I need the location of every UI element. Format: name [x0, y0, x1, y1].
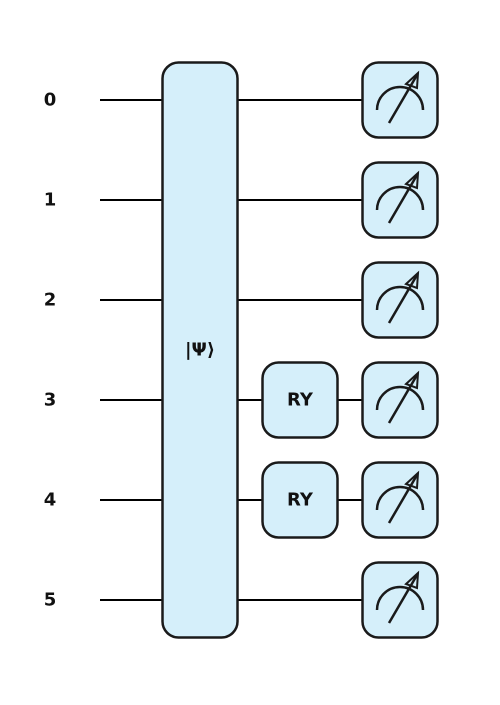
gate-box	[261, 361, 339, 439]
wires-layer	[100, 99, 400, 601]
qubit-label-3: 3	[44, 390, 57, 411]
measure-box	[361, 61, 439, 139]
ry-gate-q3: RY	[261, 361, 339, 439]
measure-gate-q4	[361, 461, 439, 539]
gates-layer: |Ψ⟩ RY RY	[161, 61, 439, 639]
measure-gate-q3	[361, 361, 439, 439]
measure-gate-q5	[361, 561, 439, 639]
measure-box	[361, 561, 439, 639]
gate-label: RY	[287, 490, 314, 511]
meter-icon	[375, 570, 425, 624]
qubit-label-2: 2	[44, 290, 57, 311]
state-prep-box	[161, 61, 239, 639]
labels-layer: 0 1 2 3 4 5	[44, 90, 57, 611]
meter-icon	[375, 70, 425, 124]
qubit-label-0: 0	[44, 90, 57, 111]
measure-gate-q2	[361, 261, 439, 339]
meter-icon	[375, 470, 425, 524]
qubit-label-4: 4	[44, 490, 57, 511]
state-prep-gate: |Ψ⟩	[161, 61, 239, 639]
measure-box	[361, 461, 439, 539]
measure-box	[361, 261, 439, 339]
ry-gate-q4: RY	[261, 461, 339, 539]
gate-box	[261, 461, 339, 539]
meter-icon	[375, 170, 425, 224]
measure-box	[361, 361, 439, 439]
measure-box	[361, 161, 439, 239]
meter-icon	[375, 270, 425, 324]
gate-label: RY	[287, 390, 314, 411]
state-prep-label: |Ψ⟩	[185, 340, 215, 361]
measure-gate-q1	[361, 161, 439, 239]
meter-icon	[375, 370, 425, 424]
qubit-label-1: 1	[44, 190, 57, 211]
measure-gate-q0	[361, 61, 439, 139]
qubit-label-5: 5	[44, 590, 57, 611]
